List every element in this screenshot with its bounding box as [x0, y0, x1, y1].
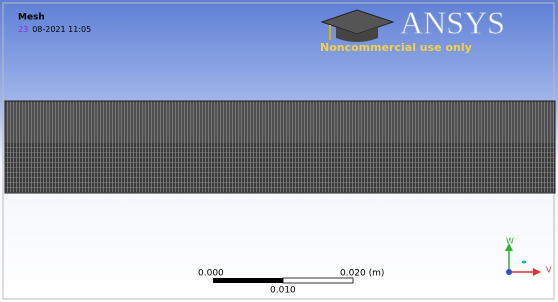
scale-white [283, 278, 353, 283]
triad-indicator [522, 261, 527, 264]
scale-left-label: 0.000 [198, 269, 224, 279]
mesh-sparse-rows [5, 143, 555, 193]
mesh-dense-rows [5, 101, 555, 143]
viewport: Mesh 23 08-2021 11:05 ANSYS Noncommercial… [0, 0, 558, 302]
date-day: 23 [18, 25, 28, 34]
viewport-title: Mesh [18, 13, 45, 23]
scale-black [213, 278, 283, 283]
viewport-screenshot: Mesh 23 08-2021 11:05 ANSYS Noncommercial… [0, 0, 558, 302]
triad-w-label: W [506, 237, 514, 246]
logo-notice: Noncommercial use only [320, 41, 472, 54]
scale-right-label: 0.020 (m) [340, 269, 384, 279]
mesh [5, 101, 555, 193]
triad-v-label: V [546, 266, 552, 275]
triad-origin [506, 269, 512, 275]
date-rest: 08-2021 11:05 [32, 25, 91, 34]
scale-middle-label: 0.010 [270, 286, 296, 296]
logo-brand: ANSYS [400, 4, 505, 40]
